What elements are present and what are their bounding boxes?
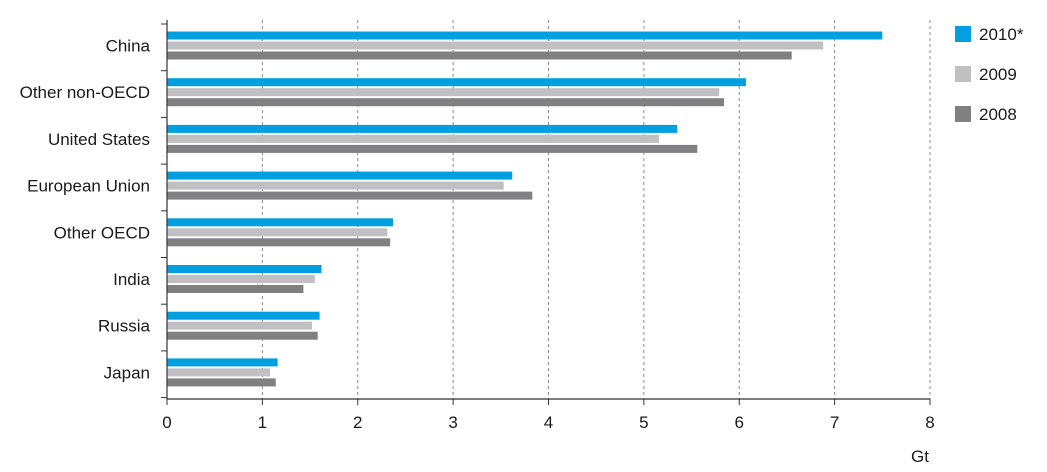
bar bbox=[167, 265, 322, 273]
bar bbox=[167, 78, 746, 87]
category-label: India bbox=[113, 270, 150, 289]
x-tick-label: 2 bbox=[353, 413, 362, 432]
bar bbox=[167, 98, 724, 107]
bar bbox=[167, 88, 720, 97]
bar bbox=[167, 144, 698, 153]
bar bbox=[167, 124, 678, 133]
bar bbox=[167, 181, 504, 190]
bar bbox=[167, 368, 271, 377]
bar bbox=[167, 191, 533, 200]
x-tick-label: 1 bbox=[258, 413, 267, 432]
category-label: China bbox=[106, 37, 151, 56]
legend-label: 2008 bbox=[979, 105, 1017, 124]
bar bbox=[167, 228, 388, 237]
bar bbox=[167, 134, 660, 143]
x-axis-ticks: 0 1 2 3 4 5 6 7 8 bbox=[162, 399, 935, 432]
bar bbox=[167, 238, 391, 247]
bar bbox=[167, 285, 304, 293]
category-label: European Union bbox=[27, 177, 150, 196]
legend-swatch bbox=[955, 66, 971, 82]
x-tick-label: 6 bbox=[735, 413, 744, 432]
legend-swatch bbox=[955, 26, 971, 42]
category-label: United States bbox=[48, 130, 150, 149]
bar bbox=[167, 321, 312, 330]
legend-label: 2010* bbox=[979, 25, 1024, 44]
bar bbox=[167, 171, 513, 180]
x-axis-unit-label: Gt bbox=[911, 447, 929, 466]
legend: 2010* 2009 2008 bbox=[955, 25, 1024, 124]
x-tick-label: 7 bbox=[830, 413, 839, 432]
bar bbox=[167, 275, 315, 283]
category-label: Other OECD bbox=[54, 223, 150, 242]
x-tick-label: 0 bbox=[162, 413, 171, 432]
category-label: Russia bbox=[98, 317, 151, 336]
bar bbox=[167, 378, 276, 387]
bar bbox=[167, 51, 792, 60]
category-labels: China Other non-OECD United States European… bbox=[20, 23, 167, 399]
gridlines bbox=[261, 20, 931, 399]
bar bbox=[167, 358, 278, 367]
bars bbox=[167, 31, 883, 387]
bar bbox=[167, 31, 883, 40]
x-tick-label: 3 bbox=[448, 413, 457, 432]
category-label: Other non-OECD bbox=[20, 83, 150, 102]
bar bbox=[167, 41, 824, 50]
bar bbox=[167, 218, 394, 227]
x-tick-label: 5 bbox=[639, 413, 648, 432]
bar bbox=[167, 331, 318, 340]
x-tick-label: 8 bbox=[925, 413, 934, 432]
category-label: Japan bbox=[104, 363, 150, 382]
legend-label: 2009 bbox=[979, 65, 1017, 84]
bar bbox=[167, 311, 320, 320]
x-tick-label: 4 bbox=[544, 413, 553, 432]
legend-swatch bbox=[955, 106, 971, 122]
